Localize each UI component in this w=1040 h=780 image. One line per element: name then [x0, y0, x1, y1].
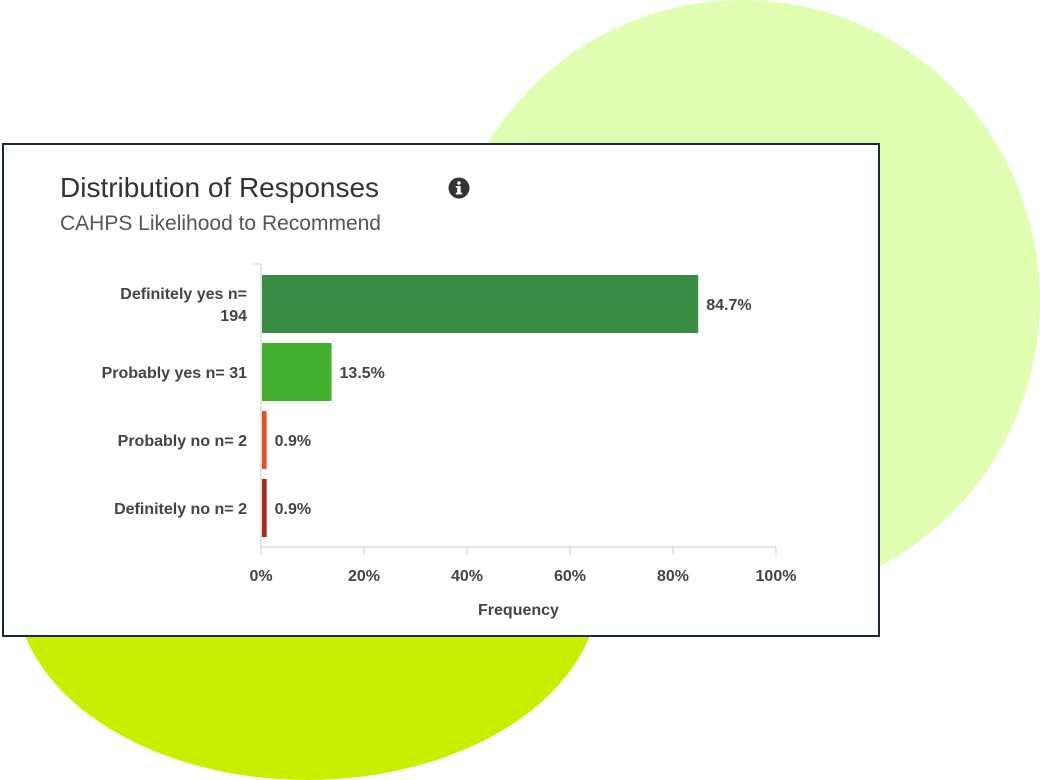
bar-1[interactable] [262, 343, 332, 401]
info-circle-icon[interactable] [448, 177, 470, 199]
x-tick-label-0: 0% [249, 568, 272, 585]
x-tick-label-1: 20% [348, 568, 380, 585]
value-label-1: 13.5% [340, 365, 385, 382]
category-labels-layer: Definitely yes n= 194 Probably yes n= 31 Pr… [102, 286, 248, 518]
category-label-3-0: Definitely no n= 2 [114, 501, 247, 518]
x-tick-label-5: 100% [756, 568, 797, 585]
x-tick-label-3: 60% [554, 568, 586, 585]
bar-3[interactable] [262, 479, 267, 537]
value-label-0: 84.7% [706, 297, 751, 314]
category-label-0-1: 194 [220, 308, 247, 325]
axis-layer: 0% 20% 40% 60% 80% 100% [249, 263, 797, 585]
category-label-1-0: Probably yes n= 31 [102, 365, 248, 382]
x-tick-label-4: 80% [657, 568, 689, 585]
category-label-0-0: Definitely yes n= [120, 286, 247, 303]
value-labels-layer: 84.7% 13.5% 0.9% 0.9% [275, 297, 752, 518]
value-label-3: 0.9% [275, 501, 311, 518]
bars-layer [262, 275, 699, 537]
chart-title: Distribution of Responses [60, 172, 380, 203]
x-axis-title: Frequency [478, 602, 559, 619]
chart-card: Distribution of Responses CAHPS Likeliho… [2, 143, 880, 637]
bar-0[interactable] [262, 275, 699, 333]
x-tick-label-2: 40% [451, 568, 483, 585]
chart-subtitle: CAHPS Likelihood to Recommend [60, 212, 381, 235]
bar-chart: Definitely yes n= 194 Probably yes n= 31 Pr… [102, 263, 797, 619]
value-label-2: 0.9% [275, 433, 311, 450]
bar-2[interactable] [262, 411, 267, 469]
category-label-2-0: Probably no n= 2 [118, 433, 247, 450]
